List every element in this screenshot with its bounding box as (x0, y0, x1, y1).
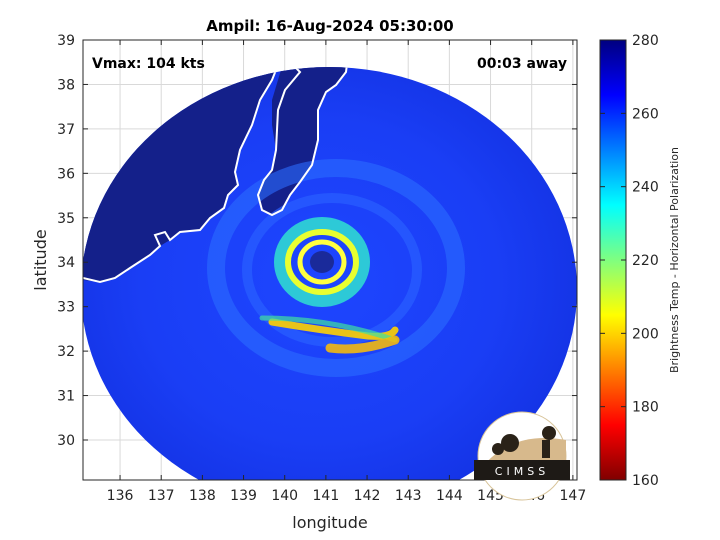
plot-frame (82, 39, 578, 481)
y-axis-label: latitude (31, 229, 50, 290)
vmax-label: Vmax: 104 kts (92, 56, 205, 72)
feeder-band-green (259, 315, 398, 343)
y-tick-label: 36 (57, 166, 75, 182)
x-tick-label: 140 (271, 488, 298, 504)
y-tick-label: 31 (57, 389, 75, 405)
x-tick-label: 136 (107, 488, 134, 504)
y-tick-label: 38 (57, 77, 75, 93)
y-tick-label: 30 (57, 433, 75, 449)
colorbar-label: Brightness Temp - Horizontal Polarizatio… (668, 147, 681, 373)
x-tick-label: 137 (148, 488, 175, 504)
colorbar-tick-label: 160 (632, 473, 659, 489)
y-ticks: 30 31 32 33 34 35 36 37 38 39 (57, 33, 577, 449)
logo-text: CIMSS (495, 465, 549, 478)
colorbar-tick-label: 200 (632, 326, 659, 342)
x-tick-label: 141 (313, 488, 340, 504)
water-tower-icon (542, 426, 556, 440)
y-tick-label: 35 (57, 211, 75, 227)
chart-title: Ampil: 16-Aug-2024 05:30:00 (206, 17, 453, 35)
colorbar-tick-label: 240 (632, 180, 659, 196)
cimss-logo: CIMSS (474, 411, 570, 501)
colorbar-tick-label: 260 (632, 106, 659, 122)
x-tick-label: 139 (230, 488, 257, 504)
colorbar-tick-label: 180 (632, 400, 659, 416)
x-tick-label: 144 (436, 488, 463, 504)
feeder-band-yellow (268, 318, 399, 340)
x-tick-label: 147 (560, 488, 587, 504)
away-label: 00:03 away (477, 56, 567, 72)
colorbar-ticks: 280 260 240 220 200 180 160 (600, 33, 659, 489)
y-tick-label: 34 (57, 255, 75, 271)
eye (310, 251, 334, 273)
x-tick-label: 143 (395, 488, 422, 504)
eyewall-cyan (274, 217, 370, 307)
eyewall-yellow (285, 229, 359, 295)
y-tick-label: 32 (57, 344, 75, 360)
radar-dish-icon (501, 434, 519, 452)
colorbar-tick-label: 280 (632, 33, 659, 49)
colorbar-tick-label: 220 (632, 253, 659, 269)
y-tick-label: 33 (57, 300, 75, 316)
eyewall-inner (297, 239, 347, 285)
y-tick-label: 37 (57, 122, 75, 138)
feeder-band-south (325, 335, 400, 354)
y-tick-label: 39 (57, 33, 75, 49)
x-tick-label: 138 (189, 488, 216, 504)
rain-band-mid (242, 193, 422, 347)
x-tick-label: 142 (354, 488, 381, 504)
rain-band-outer (207, 159, 465, 377)
x-axis-label: longitude (292, 513, 367, 532)
